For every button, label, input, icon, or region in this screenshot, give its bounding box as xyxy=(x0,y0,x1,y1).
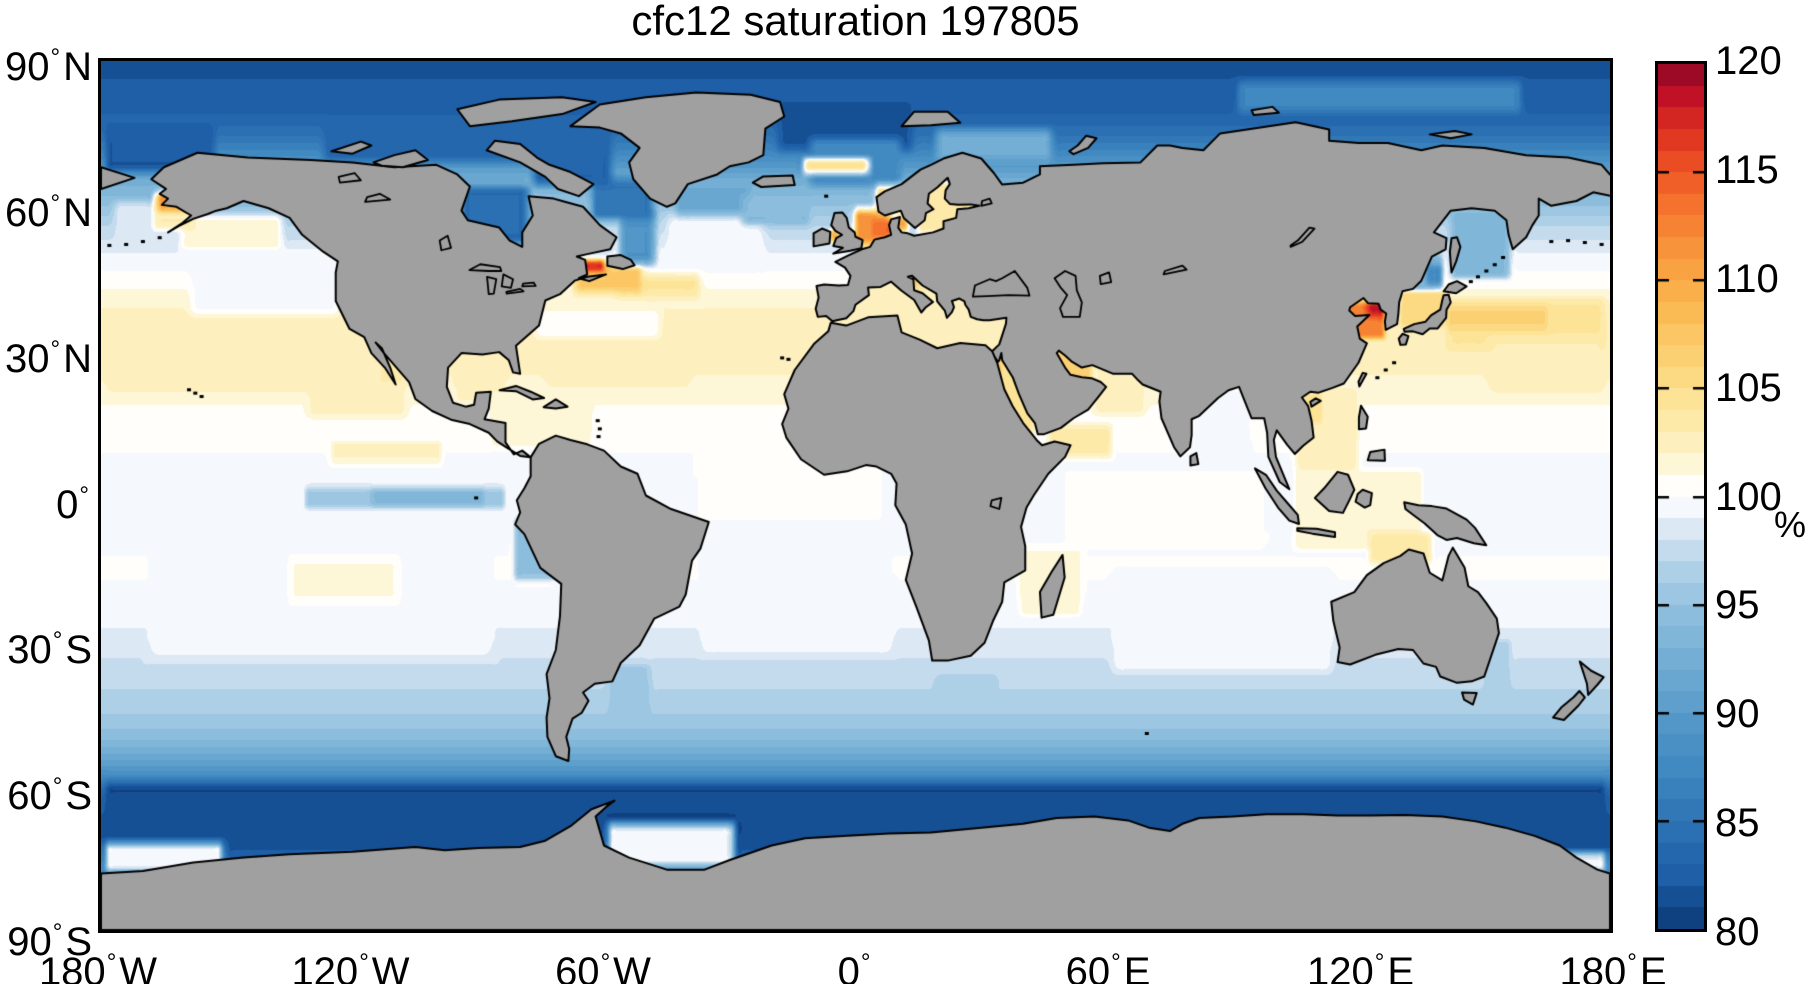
plot-title: cfc12 saturation 197805 xyxy=(631,0,1080,44)
degree-symbol: ° xyxy=(359,949,369,976)
y-tick-label-30S: 30°S xyxy=(7,627,92,673)
degree-symbol: ° xyxy=(600,949,611,976)
colorbar-tick-label-110: 110 xyxy=(1715,256,1779,301)
degree-symbol: ° xyxy=(52,919,63,946)
colorbar-tick-label-115: 115 xyxy=(1715,147,1779,192)
degree-symbol: ° xyxy=(106,949,117,976)
degree-symbol: ° xyxy=(50,335,61,363)
degree-symbol: ° xyxy=(52,773,63,801)
x-tick-label-180W: 180°W xyxy=(38,949,158,984)
colorbar-tick-label-120: 120 xyxy=(1715,39,1782,83)
colorbar-canvas xyxy=(1658,64,1704,929)
degree-symbol: ° xyxy=(50,44,61,71)
colorbar-tick-label-90: 90 xyxy=(1715,692,1760,737)
y-tick-label-0: 0° xyxy=(56,481,89,527)
x-tick-label-120E: 120°E xyxy=(1306,949,1415,984)
x-tick-label-60E: 60°E xyxy=(1065,949,1151,984)
colorbar-tick-label-95: 95 xyxy=(1715,583,1760,628)
y-tick-label-90N: 90°N xyxy=(5,44,92,89)
x-tick-label-60W: 60°W xyxy=(555,949,651,984)
degree-symbol: ° xyxy=(860,949,871,976)
map-plot xyxy=(98,58,1613,933)
colorbar-tick-label-80: 80 xyxy=(1715,910,1760,954)
degree-symbol: ° xyxy=(1111,949,1121,976)
colorbar-tick-label-85: 85 xyxy=(1715,801,1760,846)
y-tick-label-90S: 90°S xyxy=(7,919,92,964)
degree-symbol: ° xyxy=(1374,949,1385,976)
colorbar-unit-label: % xyxy=(1774,504,1807,545)
degree-symbol: ° xyxy=(50,189,61,217)
degree-symbol: ° xyxy=(1627,949,1637,976)
x-tick-label-0: 0° xyxy=(837,949,871,984)
y-tick-label-60S: 60°S xyxy=(7,773,92,819)
colorbar-tick-label-105: 105 xyxy=(1715,365,1782,410)
degree-symbol: ° xyxy=(52,627,63,655)
x-tick-label-180E: 180°E xyxy=(1559,949,1667,984)
map-canvas xyxy=(101,61,1610,930)
x-tick-label-120W: 120°W xyxy=(291,949,410,984)
colorbar xyxy=(1655,61,1707,932)
degree-symbol: ° xyxy=(79,481,89,509)
y-tick-label-30N: 30°N xyxy=(5,335,92,381)
y-tick-label-60N: 60°N xyxy=(5,189,92,235)
colorbar-tick-label-100: 100 xyxy=(1715,474,1782,519)
